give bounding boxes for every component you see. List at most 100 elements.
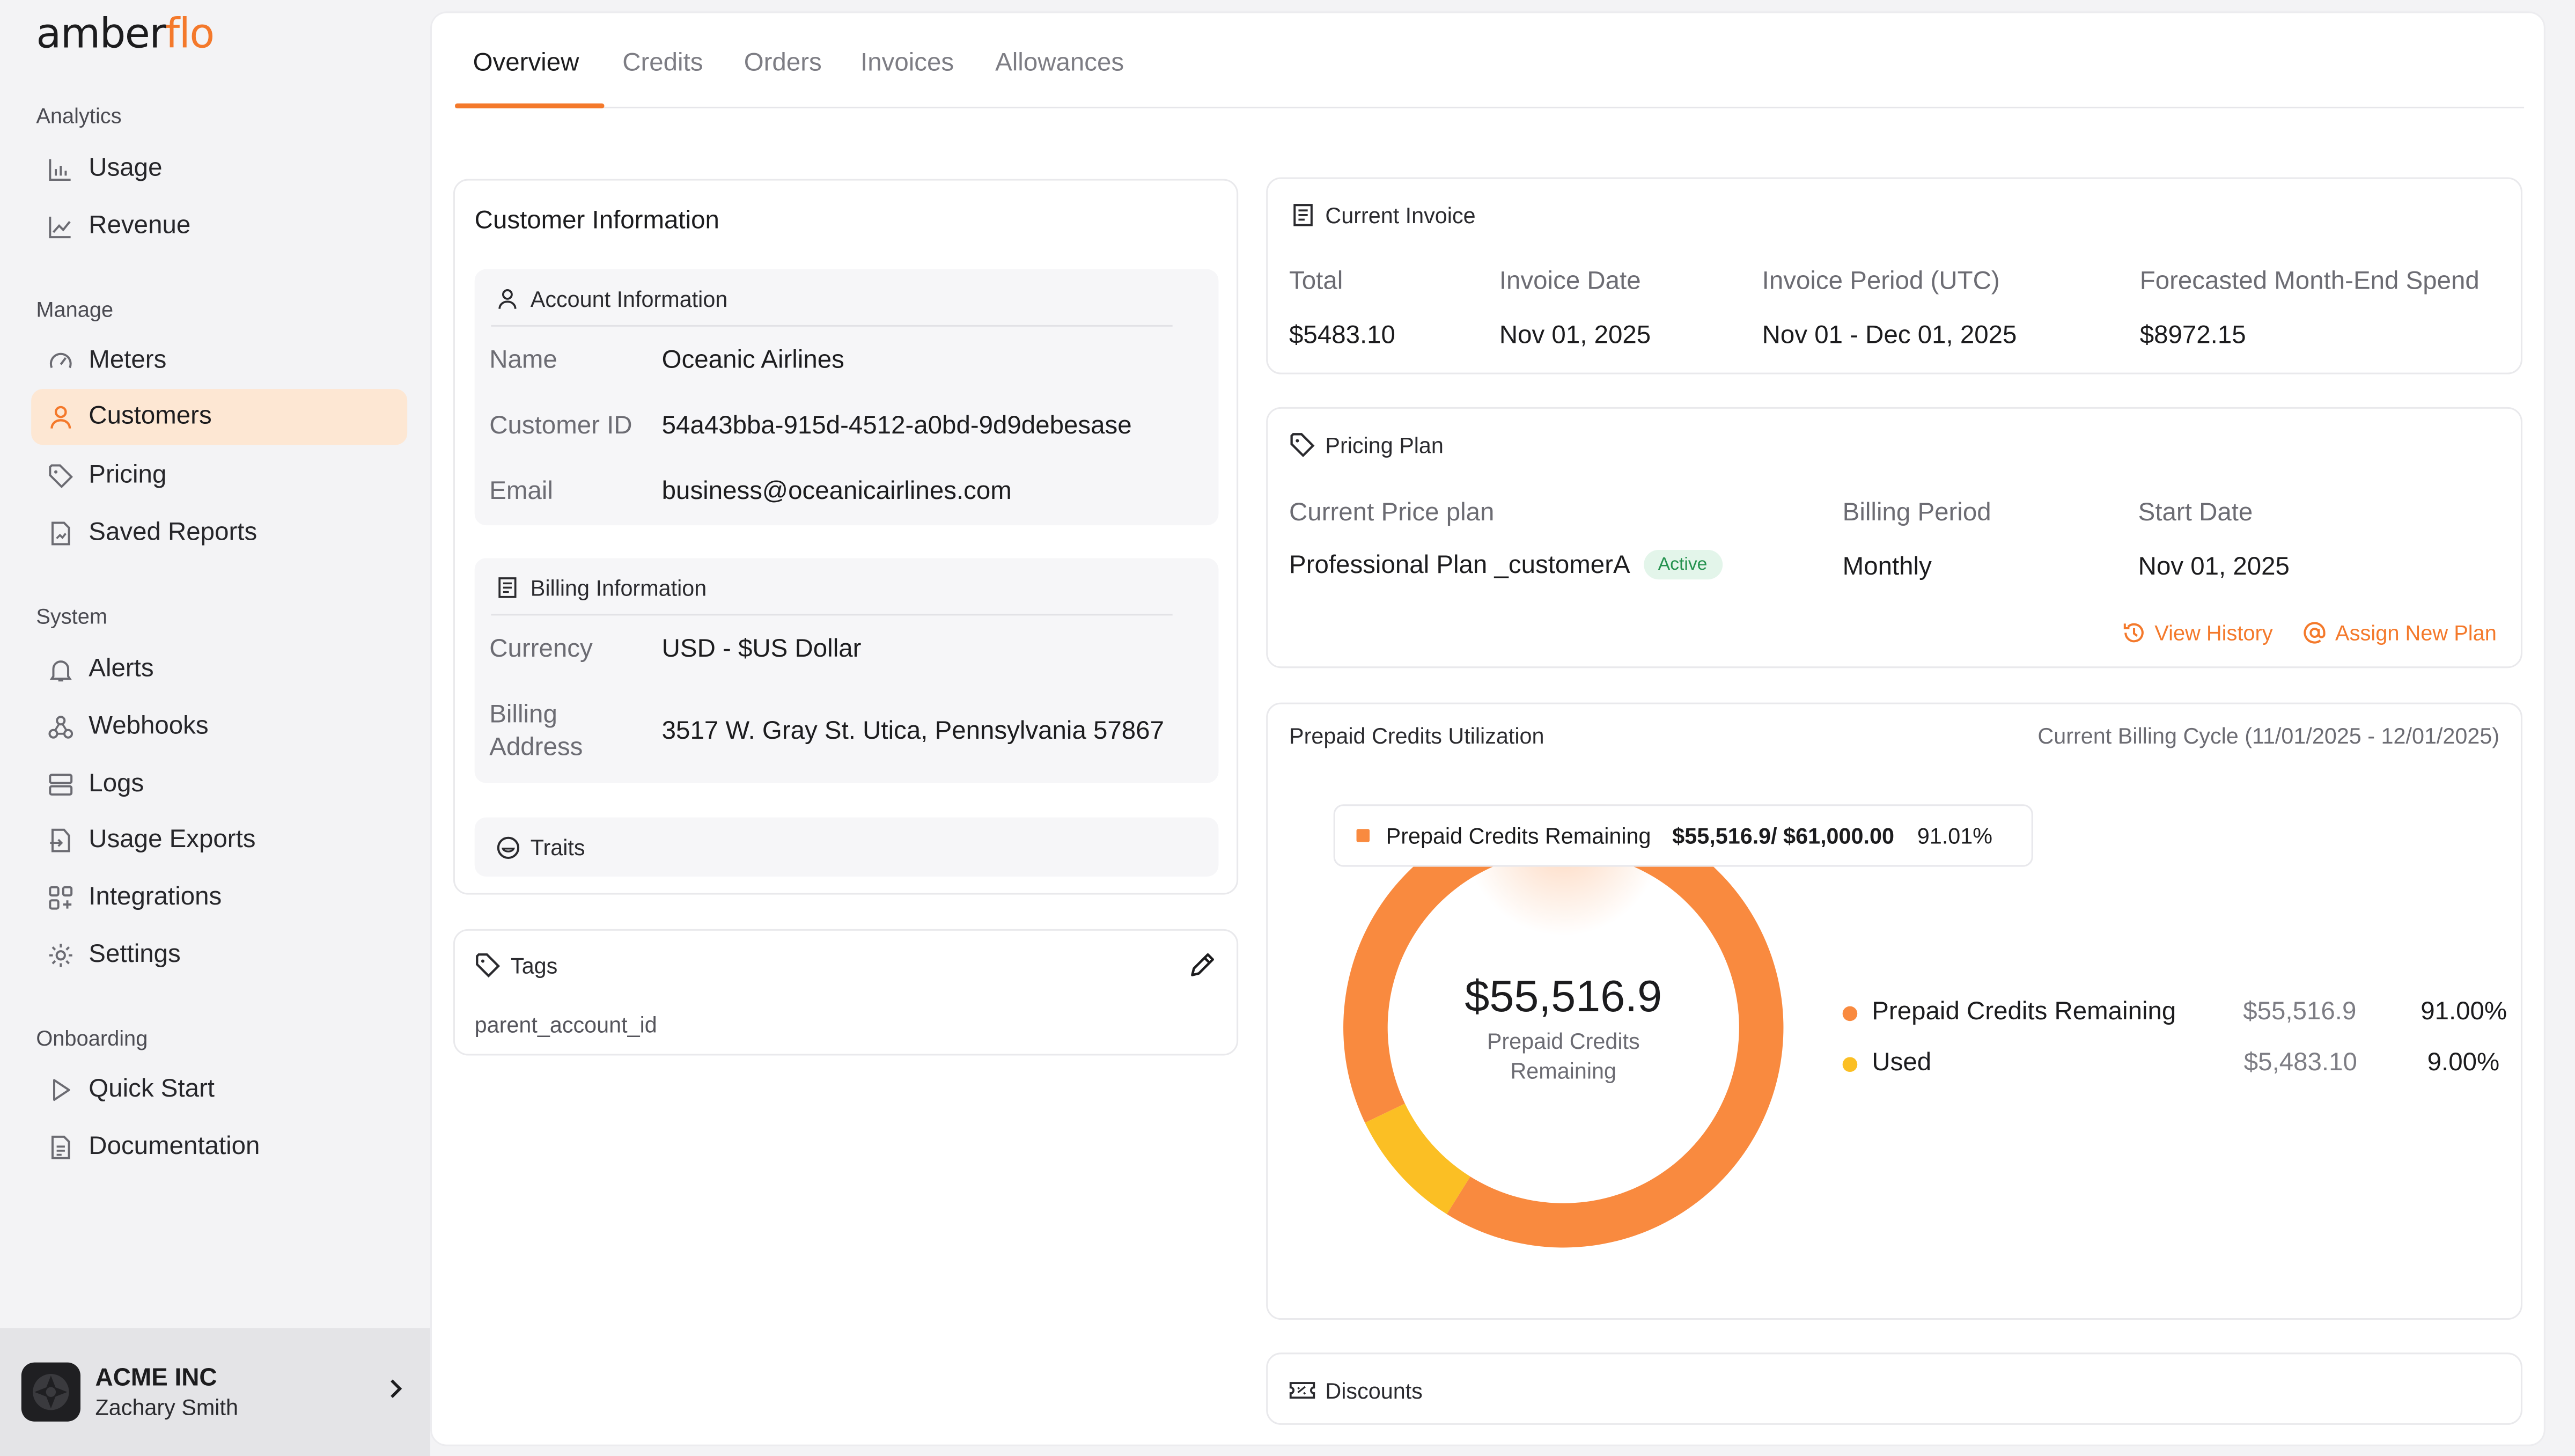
document-icon [46,1134,74,1161]
donut-center-label: $55,516.9 Prepaid Credits Remaining [1399,972,1727,1086]
amberflo-logo[interactable]: amberflo [36,10,215,58]
customer-information-card: Customer Information Account Information… [453,179,1239,895]
logs-icon [46,771,74,799]
view-history-label: View History [2154,620,2273,644]
invoice-total: $5483.10 [1289,321,1395,350]
view-history-button[interactable]: View History [2120,619,2273,645]
invoice-period-label: Invoice Period (UTC) [1762,267,2000,296]
card-title: Tags [511,953,558,978]
sidebar-item-logs[interactable]: Logs [31,757,407,813]
sidebar-item-revenue[interactable]: Revenue [31,198,407,254]
receipt-icon [1289,202,1315,228]
tab-credits[interactable]: Credits [622,49,703,77]
card-title: Discounts [1325,1378,1423,1403]
ticket-icon [1289,1377,1315,1403]
logo-text-accent: flo [165,10,215,58]
traits-section[interactable]: Traits [474,817,1219,877]
line-chart-icon [46,212,74,240]
donut-center-value: $55,516.9 [1465,972,1662,1021]
tab-invoices[interactable]: Invoices [860,49,954,77]
sidebar-item-quick-start[interactable]: Quick Start [31,1062,407,1118]
tag-icon [46,462,74,490]
assign-new-plan-button[interactable]: Assign New Plan [2301,619,2497,645]
donut-slice-used[interactable] [1365,1104,1470,1215]
sidebar-item-saved-reports[interactable]: Saved Reports [31,505,407,561]
customer-name: Oceanic Airlines [661,346,844,374]
legend-item[interactable]: Used $5,483.10 9.00% [1842,1049,2500,1078]
sidebar-item-label: Revenue [89,211,191,240]
sidebar-item-meters[interactable]: Meters [31,333,407,389]
legend-amount: $5,483.10 [2243,1049,2357,1077]
sidebar-item-label: Alerts [89,655,154,683]
sidebar-item-usage[interactable]: Usage [31,141,407,197]
legend-amount: $55,516.9 [2243,998,2357,1026]
section-heading-label: Billing Information [530,575,707,600]
customer-id: 54a43bba-915d-4512-a0bd-9d9debesase [661,412,1132,440]
invoice-date: Nov 01, 2025 [1499,321,1651,350]
play-icon [46,1076,74,1104]
sidebar-item-settings[interactable]: Settings [31,928,407,983]
sidebar-item-documentation[interactable]: Documentation [31,1120,407,1175]
sidebar-item-label: Usage Exports [89,826,256,854]
bell-icon [46,656,74,683]
user-icon [46,403,74,431]
forecast-label: Forecasted Month-End Spend [2139,267,2480,296]
sidebar-item-label: Customers [89,402,212,430]
price-plan-value: Professional Plan _customerA Active [1289,550,1723,581]
tag-icon [1289,432,1315,458]
active-tab-indicator [454,103,605,108]
org-name: ACME INC [95,1364,217,1392]
nav-section-system: System [36,604,108,629]
org-switcher[interactable]: ACME INC Zachary Smith [0,1328,431,1456]
billing-cycle-range: Current Billing Cycle (11/01/2025 - 12/0… [2037,724,2500,749]
edit-pencil-icon[interactable] [1187,951,1217,980]
tab-allowances[interactable]: Allowances [995,49,1124,77]
legend-label: Used [1872,1049,1932,1077]
legend-item[interactable]: Prepaid Credits Remaining $55,516.9 91.0… [1842,998,2507,1027]
card-title: Prepaid Credits Utilization [1289,724,1544,749]
sidebar-item-alerts[interactable]: Alerts [31,642,407,697]
section-heading-label: Account Information [530,286,728,311]
tag-item: parent_account_id [474,1012,657,1038]
billing-period-value: Monthly [1842,553,1932,582]
sidebar-item-label: Settings [89,940,181,969]
sidebar-item-usage-exports[interactable]: Usage Exports [31,813,407,869]
sidebar-item-label: Usage [89,154,163,182]
sidebar-item-label: Saved Reports [89,518,258,547]
donut-center-caption-line: Prepaid Credits [1487,1029,1640,1054]
sidebar-item-pricing[interactable]: Pricing [31,448,407,504]
tooltip-swatch [1356,829,1370,842]
chevron-right-icon[interactable] [387,1377,404,1400]
email-label: Email [489,477,553,506]
billing-address-label-line: Billing [489,701,557,729]
sidebar-item-customers[interactable]: Customers [31,389,408,445]
chart-tooltip: Prepaid Credits Remaining $55,516.9/ $61… [1333,804,2033,867]
card-heading: Current Invoice [1289,202,1476,228]
legend-label: Prepaid Credits Remaining [1872,998,2176,1026]
gauge-icon [46,347,74,375]
sidebar-item-label: Quick Start [89,1075,215,1104]
tooltip-percent: 91.01% [1917,823,1993,848]
invoice-period: Nov 01 - Dec 01, 2025 [1762,321,2017,350]
sidebar-item-webhooks[interactable]: Webhooks [31,699,407,755]
legend-percent: 9.00% [2427,1049,2500,1077]
start-date-value: Nov 01, 2025 [2138,553,2290,582]
tab-overview[interactable]: Overview [473,49,579,77]
account-information-section: Account Information Name Oceanic Airline… [474,269,1219,526]
export-icon [46,827,74,855]
divider [491,325,1173,327]
nav-section-analytics: Analytics [36,103,122,128]
donut-center-caption: Prepaid Credits Remaining [1399,1027,1727,1086]
bar-chart-icon [46,155,74,183]
tab-bar: Overview Credits Orders Invoices Allowan… [454,13,2525,108]
tag-icon [475,952,501,979]
tooltip-label: Prepaid Credits Remaining [1386,823,1651,848]
sidebar-item-integrations[interactable]: Integrations [31,870,407,926]
user-icon [494,285,520,312]
pricing-plan-card: Pricing Plan Current Price plan Professi… [1266,407,2523,668]
nav-section-onboarding: Onboarding [36,1026,148,1051]
nav-section-manage: Manage [36,297,114,322]
sidebar-item-label: Webhooks [89,712,209,740]
tab-orders[interactable]: Orders [744,49,822,77]
discounts-card[interactable]: Discounts [1266,1352,2523,1425]
